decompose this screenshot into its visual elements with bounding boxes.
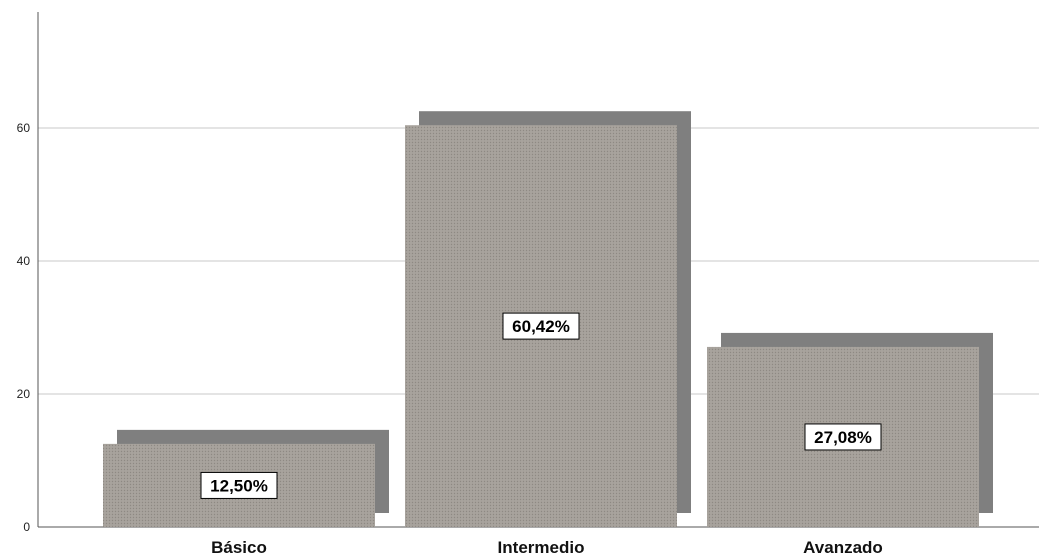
- data-label: 27,08%: [804, 423, 882, 451]
- data-label-text: 60,42%: [512, 317, 570, 336]
- y-tick-labels: 0 20 40 60: [17, 121, 31, 534]
- category-label: Básico: [211, 538, 267, 557]
- y-tick-label: 60: [17, 121, 31, 135]
- data-label-box: [200, 471, 278, 499]
- data-label-box: [502, 312, 580, 340]
- bars: [103, 111, 993, 527]
- category-label: Avanzado: [803, 538, 883, 557]
- data-labels: 12,50% 60,42% 27,08%: [200, 312, 882, 499]
- data-label-text: 27,08%: [814, 428, 872, 447]
- category-labels: Básico Intermedio Avanzado: [211, 538, 883, 557]
- y-tick-label: 0: [23, 520, 30, 534]
- data-label-text: 12,50%: [210, 476, 268, 495]
- y-tick-label: 20: [17, 387, 31, 401]
- category-label: Intermedio: [498, 538, 585, 557]
- data-label-box: [804, 423, 882, 451]
- data-label: 12,50%: [200, 471, 278, 499]
- data-label: 60,42%: [502, 312, 580, 340]
- y-tick-label: 40: [17, 254, 31, 268]
